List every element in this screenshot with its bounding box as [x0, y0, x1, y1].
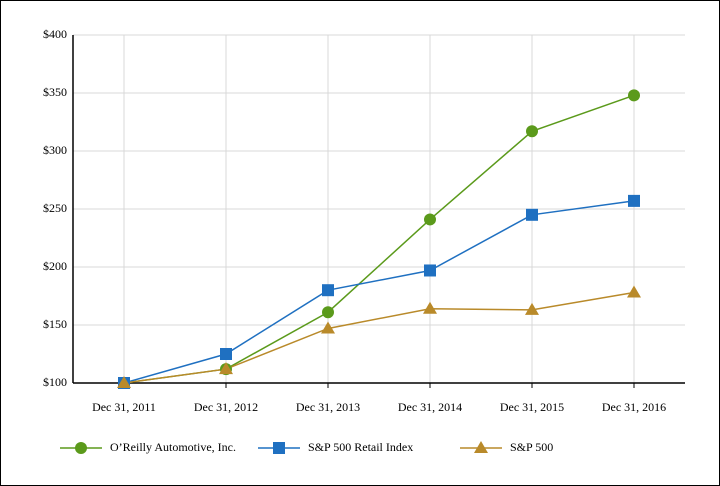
series-line [123, 94, 635, 384]
data-point [322, 306, 334, 319]
y-tick-label: $200 [43, 259, 67, 273]
legend-marker [75, 442, 87, 454]
y-tick-label: $400 [43, 27, 67, 41]
data-point [220, 348, 232, 360]
x-tick-label: Dec 31, 2013 [296, 400, 360, 414]
y-tick-label: $350 [43, 85, 67, 99]
data-point [424, 213, 436, 226]
data-point [423, 301, 437, 314]
legend-marker [273, 442, 285, 454]
y-tick-label: $250 [43, 201, 67, 215]
y-tick-label: $150 [43, 317, 67, 331]
data-point [526, 208, 538, 221]
x-tick-label: Dec 31, 2014 [398, 400, 462, 414]
series-line [123, 291, 635, 384]
data-point [627, 285, 641, 298]
data-point [322, 284, 334, 297]
legend-marker [474, 441, 488, 453]
x-tick-label: Dec 31, 2012 [194, 400, 258, 414]
x-tick-label: Dec 31, 2015 [500, 400, 564, 414]
series-line [123, 200, 635, 384]
data-point [526, 125, 538, 138]
y-tick-label: $300 [43, 143, 67, 157]
data-point [628, 89, 640, 102]
data-point [525, 302, 539, 315]
data-point [321, 321, 335, 334]
x-tick-label: Dec 31, 2016 [602, 400, 666, 414]
data-point [117, 376, 131, 388]
x-tick-label: Dec 31, 2011 [92, 400, 156, 414]
data-point [424, 264, 436, 277]
data-point [628, 194, 640, 207]
legend-label: O’Reilly Automotive, Inc. [110, 440, 236, 454]
data-point [219, 362, 233, 375]
legend-label: S&P 500 [510, 440, 553, 454]
y-tick-label: $100 [43, 375, 67, 389]
legend-label: S&P 500 Retail Index [308, 440, 413, 454]
